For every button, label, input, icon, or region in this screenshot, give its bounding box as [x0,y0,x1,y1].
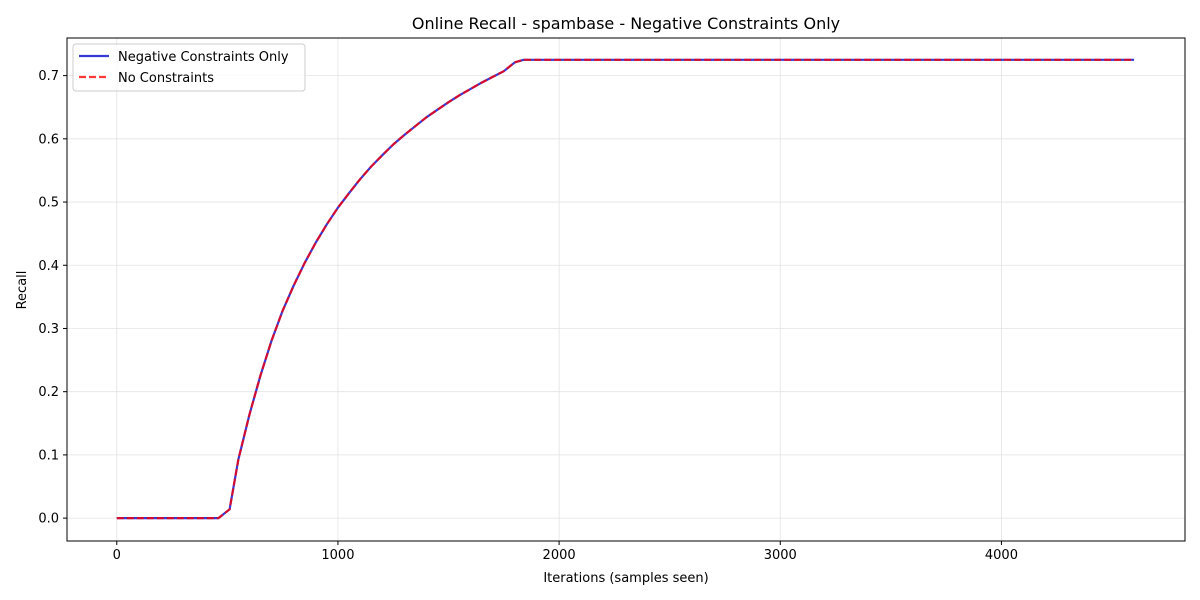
y-tick-label: 0.2 [38,385,59,400]
x-axis-label: Iterations (samples seen) [543,571,708,586]
ticks: 0 1000 2000 3000 4000 0.0 0.1 0.2 0.3 0.4 0.5 0.6 0.… [38,69,1018,563]
x-tick-label: 4000 [985,548,1018,563]
x-tick-label: 3000 [764,548,797,563]
y-tick-label: 0.3 [38,322,59,337]
x-tick-label: 0 [113,548,121,563]
y-tick-label: 0.5 [38,196,59,211]
legend-label-no-constraints: No Constraints [118,71,214,86]
y-tick-label: 0.6 [38,132,59,147]
series-line-no-constraints [116,58,1135,520]
y-tick-label: 0.7 [38,69,59,84]
y-tick-label: 0.0 [38,512,59,527]
series-layer [116,58,1135,520]
legend-label-negative-constraints-only: Negative Constraints Only [118,50,289,65]
x-tick-label: 1000 [321,548,354,563]
legend-box [72,43,306,92]
y-tick-label: 0.1 [38,448,59,463]
legend: Negative Constraints Only No Constraints [72,43,306,92]
y-axis-label: Recall [15,271,30,310]
x-tick-label: 2000 [543,548,576,563]
y-tick-label: 0.4 [38,259,59,274]
grid [67,38,1185,541]
plot-frame [66,37,1186,542]
chart-title: Online Recall - spambase - Negative Cons… [412,14,840,33]
